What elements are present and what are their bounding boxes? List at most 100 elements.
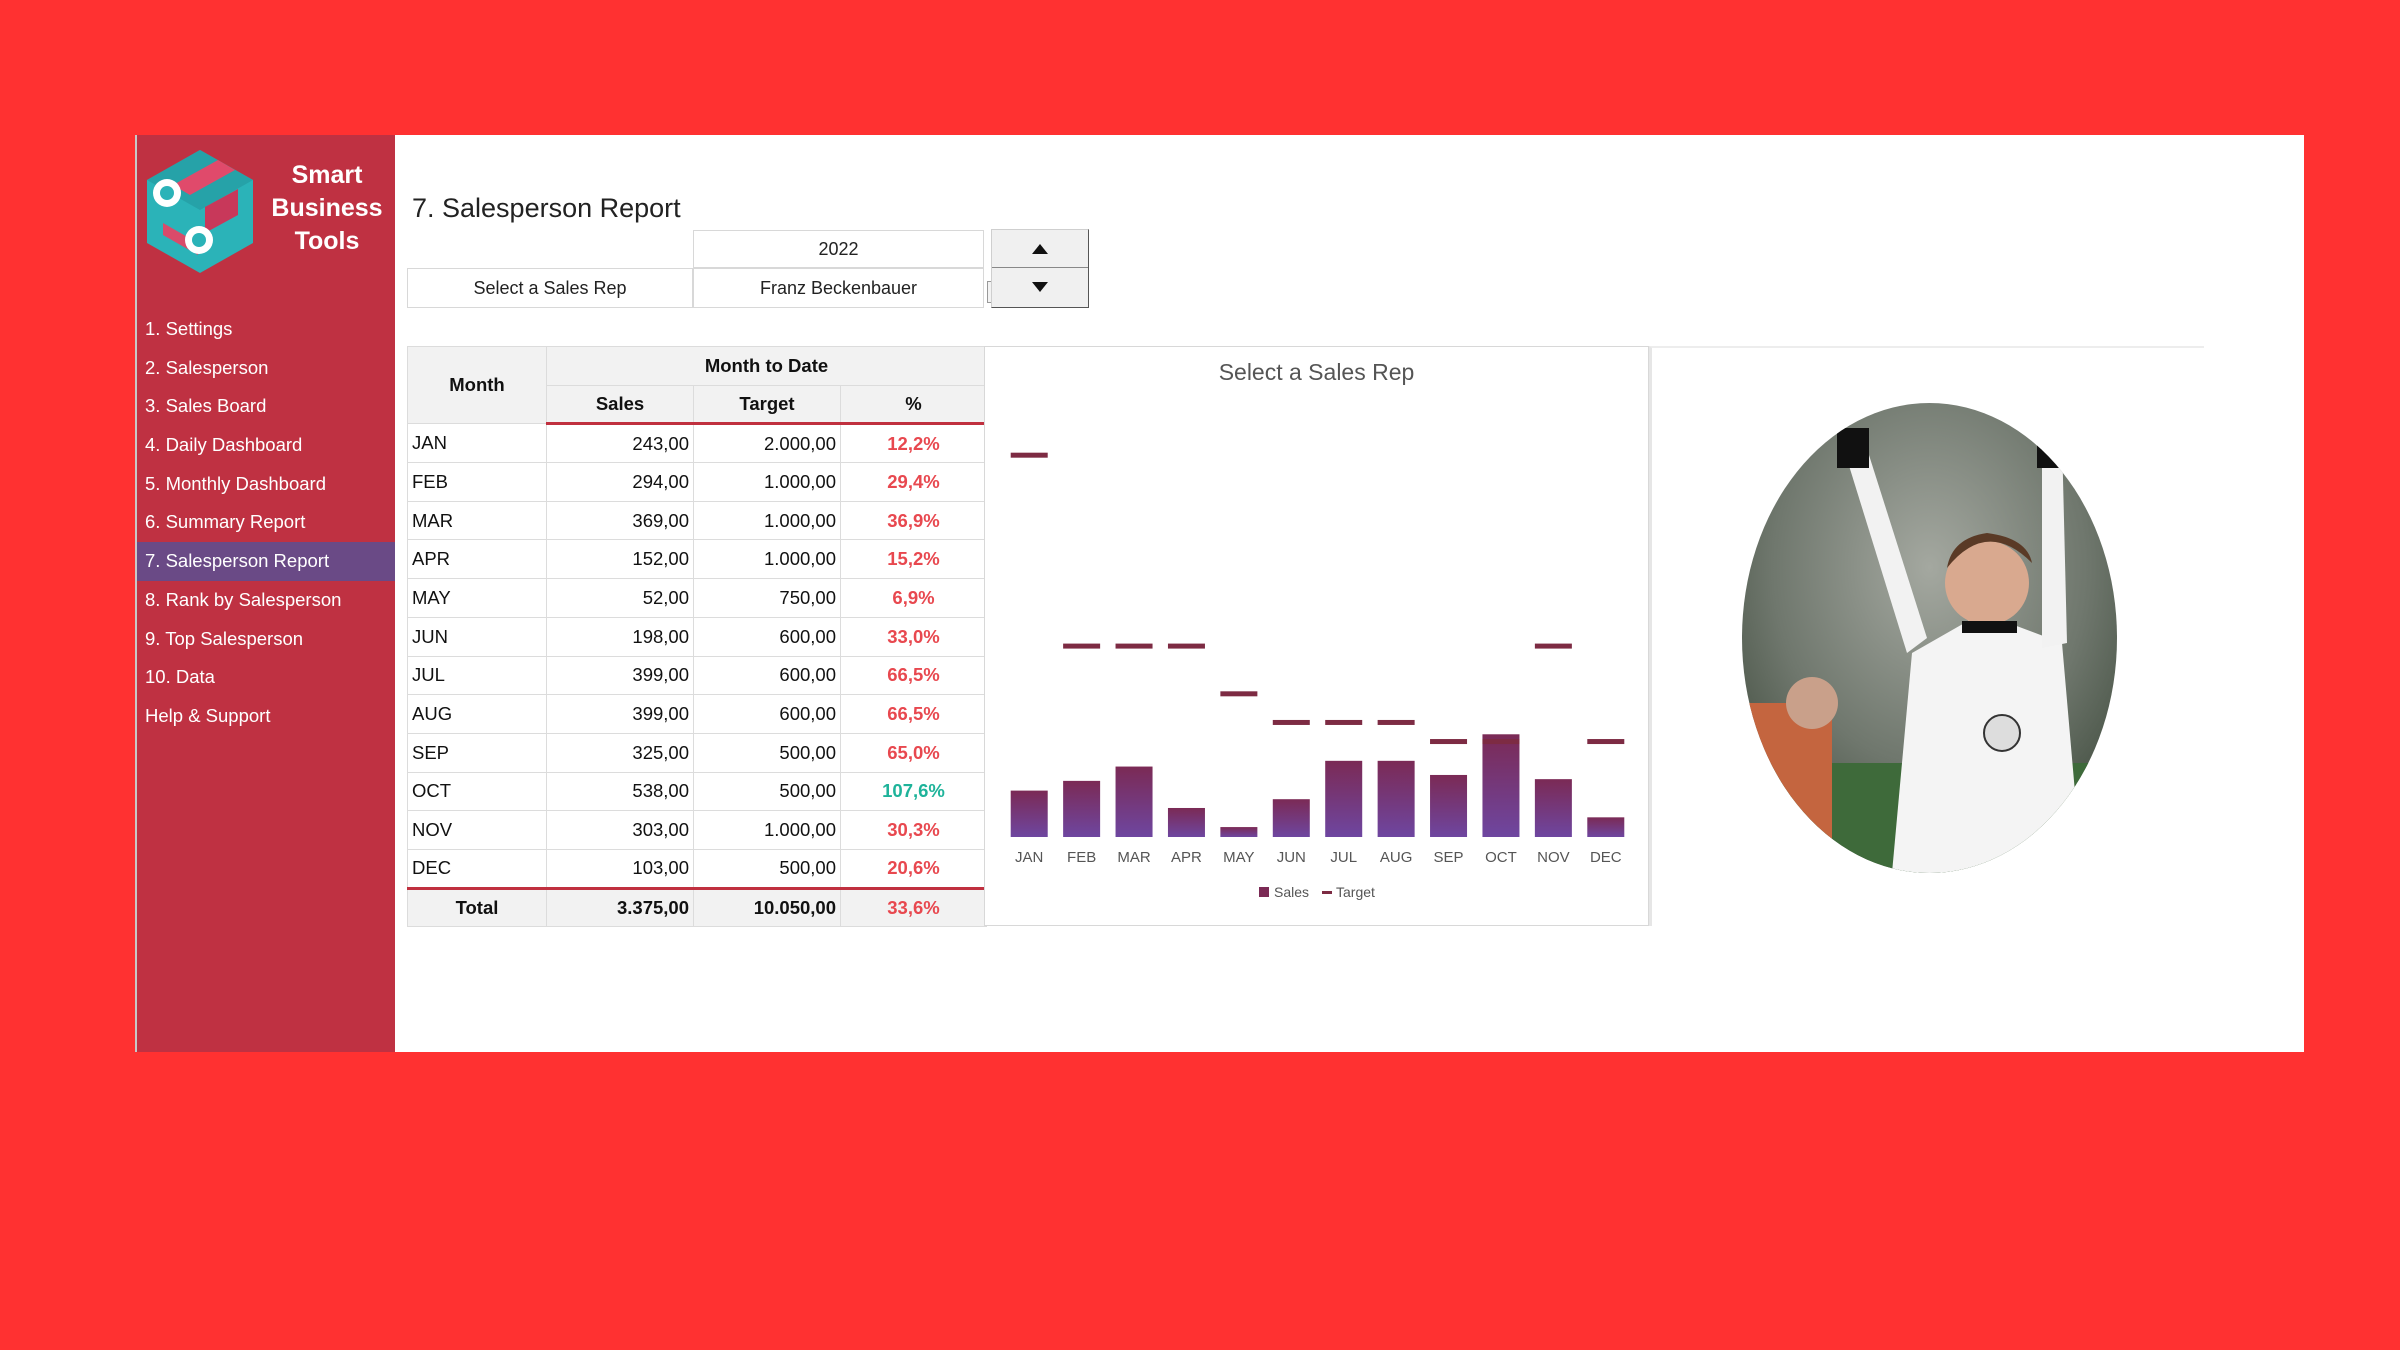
x-tick-label: MAR: [1117, 849, 1151, 866]
total-target-cell: 10.050,00: [693, 886, 841, 928]
col-header-month: Month: [407, 345, 547, 425]
target-marker-jul: [1325, 719, 1363, 725]
sales-cell: 294,00: [546, 462, 694, 502]
sales-bar-feb: [1063, 780, 1101, 837]
month-cell: OCT: [407, 771, 547, 812]
month-cell: APR: [407, 539, 547, 580]
sales-bar-aug: [1377, 760, 1415, 837]
sales-bar-mar: [1115, 766, 1153, 837]
pct-cell: 66,5%: [840, 694, 987, 734]
sales-bar-sep: [1430, 774, 1468, 837]
sales-bar-jan: [1010, 790, 1048, 837]
target-cell: 1.000,00: [693, 462, 841, 502]
table-row: FEB 294,00 1.000,00 29,4%: [407, 462, 987, 502]
month-cell: JUL: [407, 655, 547, 696]
pct-cell: 107,6%: [840, 771, 987, 812]
year-up-button[interactable]: [992, 230, 1088, 268]
target-marker-sep: [1430, 739, 1468, 745]
sales-cell: 103,00: [546, 848, 694, 889]
table-row: NOV 303,00 1.000,00 30,3%: [407, 810, 987, 850]
brand-name: Smart Business Tools: [267, 159, 387, 258]
brand-line-1: Smart: [291, 161, 363, 189]
target-cell: 750,00: [693, 578, 841, 618]
x-tick-label: DEC: [1590, 849, 1622, 866]
pct-cell: 66,5%: [840, 655, 987, 696]
x-tick-label: APR: [1171, 849, 1202, 866]
sidebar: Smart Business Tools 1. Settings 2. Sales…: [137, 135, 395, 1052]
sales-bar-nov: [1534, 779, 1572, 837]
sales-chart: Select a Sales Rep JAN FEB MAR APR MAY JUN JUL…: [984, 346, 1649, 926]
target-marker-apr: [1167, 643, 1205, 649]
table-row: APR 152,00 1.000,00 15,2%: [407, 539, 987, 580]
sidebar-item-data[interactable]: 10. Data: [145, 666, 215, 688]
sales-rep-label: Select a Sales Rep: [407, 268, 693, 308]
x-tick-label: SEP: [1434, 849, 1464, 866]
legend-target-label: Target: [1336, 884, 1375, 900]
target-cell: 500,00: [693, 732, 841, 773]
col-header-pct: %: [840, 384, 987, 426]
person-photo: [1742, 403, 2117, 873]
sidebar-item-sales-board[interactable]: 3. Sales Board: [145, 395, 267, 417]
month-cell: JAN: [407, 423, 547, 464]
table-row: SEP 325,00 500,00 65,0%: [407, 732, 987, 773]
photo-panel: [1649, 346, 2204, 926]
sidebar-item-rank-by-salesperson[interactable]: 8. Rank by Salesperson: [145, 588, 342, 610]
page-title: 7. Salesperson Report: [412, 193, 681, 223]
sidebar-item-salesperson-report[interactable]: 7. Salesperson Report: [137, 542, 395, 581]
sidebar-item-help-support[interactable]: Help & Support: [145, 704, 271, 726]
target-cell: 1.000,00: [693, 500, 841, 541]
total-pct-cell: 33,6%: [840, 886, 987, 928]
pct-cell: 29,4%: [840, 462, 987, 502]
target-marker-oct: [1482, 739, 1520, 745]
arrow-up-icon: [1032, 243, 1048, 254]
sales-bar-jul: [1325, 760, 1363, 837]
legend-sales-label: Sales: [1274, 884, 1309, 900]
target-marker-nov: [1534, 643, 1572, 649]
col-header-group: Month to Date: [546, 346, 987, 386]
sidebar-item-settings[interactable]: 1. Settings: [145, 318, 233, 339]
pct-cell: 20,6%: [840, 848, 987, 889]
chart-title: Select a Sales Rep: [1218, 359, 1415, 385]
sales-cell: 198,00: [546, 616, 694, 657]
x-tick-label: FEB: [1067, 849, 1096, 866]
month-cell: JUN: [407, 616, 547, 657]
sidebar-item-top-salesperson[interactable]: 9. Top Salesperson: [145, 627, 304, 649]
table-row: MAY 52,00 750,00 6,9%: [407, 578, 987, 618]
sidebar-item-summary-report[interactable]: 6. Summary Report: [145, 511, 306, 533]
target-marker-aug: [1377, 719, 1415, 725]
sidebar-item-daily-dashboard[interactable]: 4. Daily Dashboard: [145, 434, 303, 456]
sales-bar-apr: [1167, 807, 1205, 837]
table-row: JAN 243,00 2.000,00 12,2%: [407, 423, 987, 464]
pct-cell: 6,9%: [840, 578, 987, 618]
year-field[interactable]: 2022: [693, 230, 984, 268]
year-down-button[interactable]: [992, 268, 1088, 306]
sidebar-item-salesperson[interactable]: 2. Salesperson: [145, 356, 269, 378]
person-photo-icon: [1742, 403, 2117, 873]
sales-bar-jun: [1272, 799, 1310, 837]
target-marker-mar: [1115, 643, 1153, 649]
x-tick-label: JUN: [1277, 849, 1306, 866]
target-marker-jun: [1272, 719, 1310, 725]
target-marker-may: [1220, 691, 1258, 697]
month-cell: MAY: [407, 578, 547, 618]
sales-cell: 399,00: [546, 694, 694, 734]
target-cell: 500,00: [693, 771, 841, 812]
target-marker-feb: [1063, 643, 1101, 649]
table-row: MAR 369,00 1.000,00 36,9%: [407, 500, 987, 541]
app-window: Smart Business Tools 1. Settings 2. Sales…: [135, 135, 2304, 1052]
pct-cell: 15,2%: [840, 539, 987, 580]
sales-cell: 325,00: [546, 732, 694, 773]
month-cell: AUG: [407, 694, 547, 734]
x-tick-label: JAN: [1015, 849, 1043, 866]
col-header-sales: Sales: [546, 384, 694, 426]
sales-rep-select[interactable]: Franz Beckenbauer: [693, 268, 984, 308]
x-tick-label: OCT: [1485, 849, 1517, 866]
sales-cell: 399,00: [546, 655, 694, 696]
target-cell: 2.000,00: [693, 423, 841, 464]
sales-cell: 152,00: [546, 539, 694, 580]
sidebar-item-monthly-dashboard[interactable]: 5. Monthly Dashboard: [145, 472, 326, 494]
target-marker-jan: [1010, 452, 1048, 458]
month-cell: DEC: [407, 848, 547, 889]
brand-line-2: Business: [271, 194, 383, 222]
pct-cell: 12,2%: [840, 423, 987, 464]
